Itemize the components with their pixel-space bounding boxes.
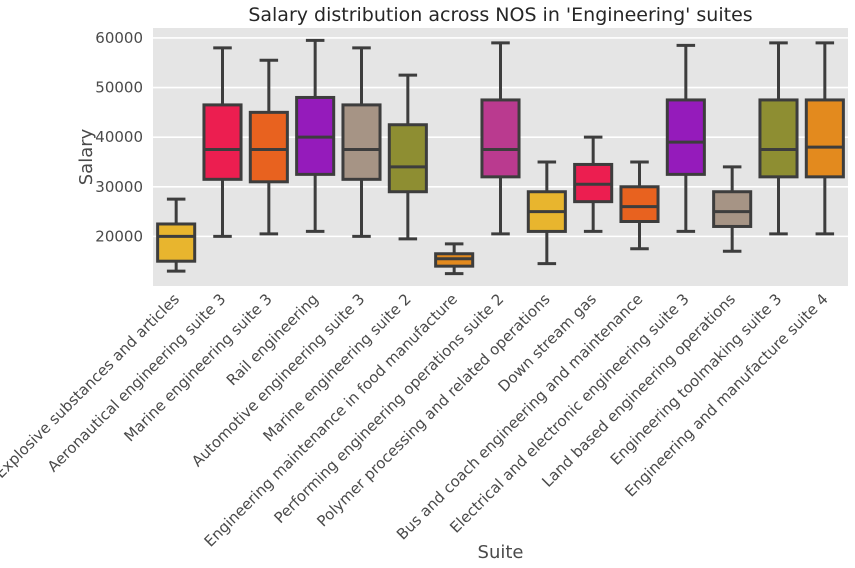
box-11 bbox=[619, 160, 660, 251]
x-axis-label: Suite bbox=[478, 542, 524, 563]
box-plots bbox=[156, 38, 845, 276]
box-iqr bbox=[619, 185, 660, 223]
box-iqr bbox=[804, 98, 845, 179]
x-tick-label: Engineering toolmaking suite 3 bbox=[607, 290, 786, 469]
box-7 bbox=[434, 242, 475, 276]
box-6 bbox=[387, 73, 428, 241]
box-13 bbox=[712, 165, 753, 253]
x-tick-label: Explosive substances and articles bbox=[0, 290, 183, 482]
box-5 bbox=[341, 46, 382, 238]
y-tick-label: 20000 bbox=[95, 227, 143, 245]
box-iqr bbox=[480, 98, 521, 179]
box-iqr bbox=[387, 123, 428, 194]
box-4 bbox=[295, 38, 336, 233]
box-1 bbox=[156, 197, 197, 273]
y-axis-ticks: 20000 30000 40000 50000 60000 bbox=[95, 29, 143, 245]
box-15 bbox=[804, 41, 845, 236]
box-10 bbox=[573, 135, 614, 233]
box-iqr bbox=[248, 110, 289, 184]
box-12 bbox=[665, 43, 706, 233]
y-axis-label: Salary bbox=[76, 128, 97, 185]
y-tick-label: 40000 bbox=[95, 128, 143, 146]
box-iqr bbox=[665, 98, 706, 176]
x-axis-ticks: Explosive substances and articlesAeronau… bbox=[0, 290, 832, 550]
box-2 bbox=[202, 46, 243, 238]
y-tick-label: 30000 bbox=[95, 178, 143, 196]
chart-title: Salary distribution across NOS in 'Engin… bbox=[248, 4, 752, 26]
box-iqr bbox=[202, 103, 243, 181]
y-tick-label: 60000 bbox=[95, 29, 143, 47]
box-iqr bbox=[712, 190, 753, 228]
box-8 bbox=[480, 41, 521, 236]
box-14 bbox=[758, 41, 799, 236]
box-iqr bbox=[758, 98, 799, 179]
box-9 bbox=[526, 160, 567, 266]
y-tick-label: 50000 bbox=[95, 79, 143, 97]
box-3 bbox=[248, 58, 289, 236]
box-iqr bbox=[156, 222, 197, 263]
box-iqr bbox=[341, 103, 382, 181]
